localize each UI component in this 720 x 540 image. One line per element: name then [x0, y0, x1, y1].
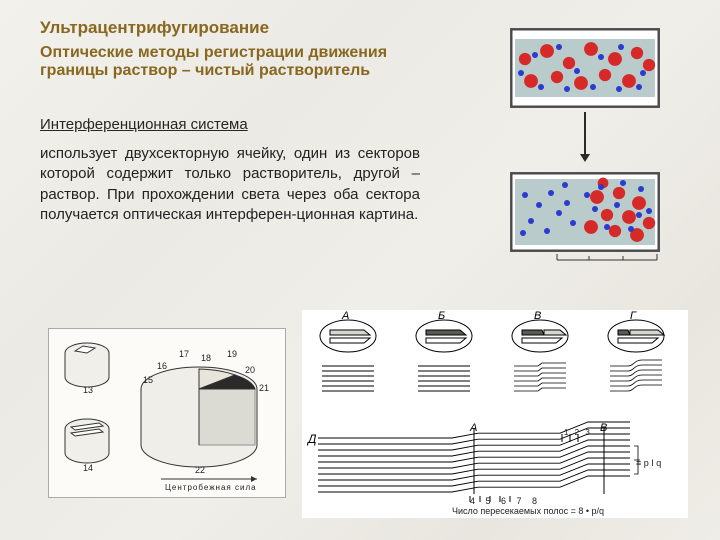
label-19: 19	[227, 349, 237, 359]
sedimentation-panel-after	[510, 172, 660, 252]
letter-b: Б	[438, 310, 445, 322]
centrifuge-arrow-icon	[578, 110, 592, 166]
label-22: 22	[195, 465, 205, 475]
label-15: 15	[143, 375, 153, 385]
rotor-14-icon	[65, 419, 109, 463]
big-b: В	[600, 422, 607, 434]
tick-labels: 4 5 6 7 8	[470, 496, 541, 506]
interference-figure: А Б В Г Д А В ≡ p I q Число пересекаемых…	[302, 310, 688, 518]
scale-bracket-icon	[555, 252, 659, 264]
formula: ≡ p I q	[636, 458, 661, 468]
rotor-13-icon	[65, 343, 109, 387]
slide-root: { "title": "Ультрацентрифугирование", "s…	[0, 0, 720, 540]
letter-a: А	[342, 310, 349, 322]
rotor-figure: 13 14 22 15 16 17 18 19 20 21 Центробежн…	[48, 328, 286, 498]
fringe-caption: Число пересекаемых полос = 8 • p/q	[452, 506, 604, 516]
cell-v-icon	[512, 320, 568, 352]
cell-a-icon	[320, 320, 376, 352]
body-paragraph: использует двухсекторную ячейку, один из…	[40, 144, 420, 225]
section-heading: Интерференционная система	[40, 116, 248, 133]
subtitle: Оптические методы регистрации движения г…	[40, 44, 412, 81]
label-21: 21	[259, 383, 269, 393]
label-18: 18	[201, 353, 211, 363]
centrifugal-caption: Центробежная сила	[165, 483, 257, 492]
page-title: Ультрацентрифугирование	[40, 18, 269, 38]
sedimentation-panel-before	[510, 28, 660, 108]
label-17: 17	[179, 349, 189, 359]
letter-v: В	[534, 310, 541, 322]
cell-b-icon	[416, 320, 472, 352]
label-16: 16	[157, 361, 167, 371]
label-20: 20	[245, 365, 255, 375]
letter-d: Д	[308, 432, 316, 446]
label-14: 14	[83, 463, 93, 473]
cell-g-icon	[608, 320, 664, 352]
label-13: 13	[83, 385, 93, 395]
letter-g: Г	[630, 310, 636, 322]
rotor-22-icon	[141, 367, 257, 467]
big-a: А	[470, 422, 477, 434]
tick-123: 1 2 3	[564, 428, 592, 437]
